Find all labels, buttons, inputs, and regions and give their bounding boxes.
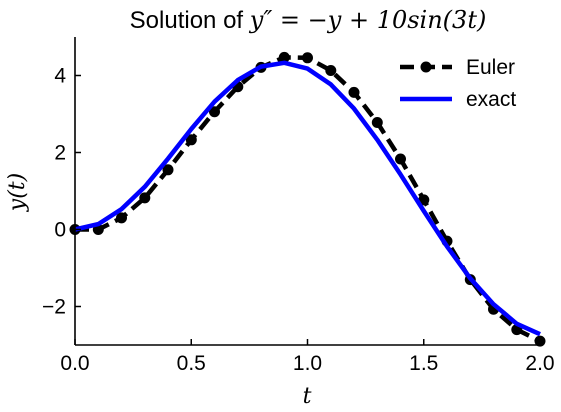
y-tick-label: −2 xyxy=(42,296,66,319)
legend-label-exact: exact xyxy=(466,88,516,111)
data-point xyxy=(139,192,151,204)
series-line-exact xyxy=(74,60,541,337)
y-tick-label: 2 xyxy=(54,142,66,165)
plot-area xyxy=(69,51,546,347)
data-point xyxy=(348,86,360,98)
x-tick-label: 1.0 xyxy=(293,352,322,375)
data-point xyxy=(162,164,174,176)
y-tick-label: 4 xyxy=(54,65,66,88)
x-tick-label: 2.0 xyxy=(525,352,554,375)
x-axis-label: t xyxy=(303,384,312,409)
legend-label-euler: Euler xyxy=(466,56,515,79)
data-point xyxy=(302,52,313,64)
y-axis-label: y(t) xyxy=(5,173,30,212)
chart-title: Solution of y″ = −y + 10sin(3t) xyxy=(130,6,487,34)
y-axis-ticks: −2 0 2 4 xyxy=(42,65,81,319)
data-point xyxy=(185,134,197,146)
x-tick-label: 1.5 xyxy=(409,352,438,375)
x-axis-ticks: 0.0 0.5 1.0 1.5 2.0 xyxy=(60,339,555,375)
data-point xyxy=(325,65,337,76)
x-tick-label: 0.5 xyxy=(177,352,206,375)
x-tick-label: 0.0 xyxy=(60,352,89,375)
data-point xyxy=(395,153,406,165)
legend-marker xyxy=(420,61,432,73)
data-point xyxy=(116,212,127,224)
data-point xyxy=(278,51,290,63)
data-point xyxy=(209,106,220,118)
legend: Euler exact xyxy=(400,56,516,111)
y-tick-label: 0 xyxy=(54,219,66,242)
data-point xyxy=(371,117,383,128)
